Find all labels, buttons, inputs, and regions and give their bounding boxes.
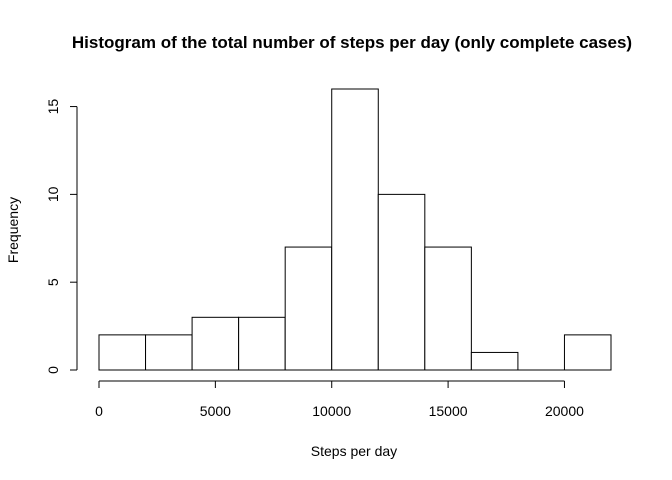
- histogram-bar-4: [284, 246, 333, 371]
- y-axis: 0 5 10 15: [45, 99, 78, 374]
- x-tick-label-3: 15000: [429, 403, 468, 419]
- x-tick-label-0: 0: [95, 403, 103, 419]
- bars-group: [98, 88, 612, 371]
- y-tick-label-0: 0: [45, 366, 61, 374]
- x-axis: 0 5000 10000 15000 20000: [95, 380, 584, 419]
- y-tick-label-3: 15: [45, 99, 61, 115]
- histogram-bar-8: [470, 351, 519, 371]
- y-tick-label-2: 10: [45, 186, 61, 202]
- histogram-bar-5: [331, 88, 379, 371]
- x-axis-label: Steps per day: [311, 443, 397, 459]
- chart-title: Histogram of the total number of steps p…: [72, 33, 632, 52]
- histogram-bar-6: [377, 193, 426, 371]
- histogram-bar-3: [238, 316, 286, 371]
- histogram-bar-1: [145, 334, 193, 371]
- x-tick-label-1: 5000: [200, 403, 231, 419]
- histogram-bar-7: [424, 246, 472, 371]
- histogram-bar-10: [563, 334, 612, 371]
- histogram-bar-2: [191, 316, 240, 371]
- y-axis-label: Frequency: [5, 197, 21, 263]
- histogram-bar-0: [98, 334, 147, 371]
- x-tick-label-4: 20000: [545, 403, 584, 419]
- y-tick-label-1: 5: [45, 278, 61, 286]
- x-tick-label-2: 10000: [312, 403, 351, 419]
